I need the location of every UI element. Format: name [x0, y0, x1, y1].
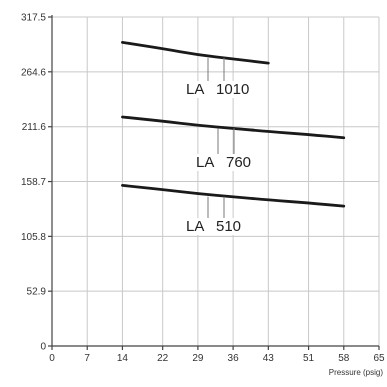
series-label-bg: [182, 81, 256, 98]
x-tick-label: 29: [192, 353, 204, 364]
x-tick-label: 14: [117, 353, 129, 364]
series-label-bg: [182, 218, 247, 235]
y-tick-label: 317.5: [21, 13, 46, 24]
series-labels: LA 1010 LA 760 LA 510: [182, 57, 257, 235]
x-tick-label: 51: [303, 353, 315, 364]
axes: [48, 15, 380, 350]
series-label-value: 510: [216, 218, 241, 235]
series-line-2: [121, 115, 346, 140]
series-label-value: 1010: [216, 81, 249, 98]
series-label-prefix: LA: [196, 154, 214, 171]
y-tick-label: 0: [40, 342, 46, 353]
x-axis-title: Pressure (psig): [329, 368, 384, 377]
series-label-prefix: LA: [186, 218, 204, 235]
x-tick-label: 0: [49, 353, 55, 364]
x-tick-label: 43: [263, 353, 275, 364]
series-line-1: [121, 40, 270, 65]
x-tick-label: 36: [228, 353, 240, 364]
y-tick-label: 158.7: [21, 177, 46, 188]
y-tick-label: 105.8: [21, 232, 46, 243]
x-tick-label: 22: [157, 353, 169, 364]
x-tick-label: 58: [338, 353, 350, 364]
x-tick-label: 65: [373, 353, 385, 364]
series: [121, 40, 346, 208]
tick-labels: 0 7 14 22 29 36 43 51 58 65 0 52.9 105.8 158.7 211.6 26…: [21, 13, 385, 365]
grid: [52, 16, 380, 346]
series-label-prefix: LA: [186, 81, 204, 98]
series-label-bg: [192, 154, 257, 171]
x-tick-label: 7: [84, 353, 90, 364]
series-label-value: 760: [226, 154, 251, 171]
y-tick-label: 264.6: [21, 67, 46, 78]
y-tick-label: 211.6: [22, 122, 47, 133]
series-line-3: [121, 183, 346, 208]
y-tick-label: 52.9: [27, 287, 47, 298]
